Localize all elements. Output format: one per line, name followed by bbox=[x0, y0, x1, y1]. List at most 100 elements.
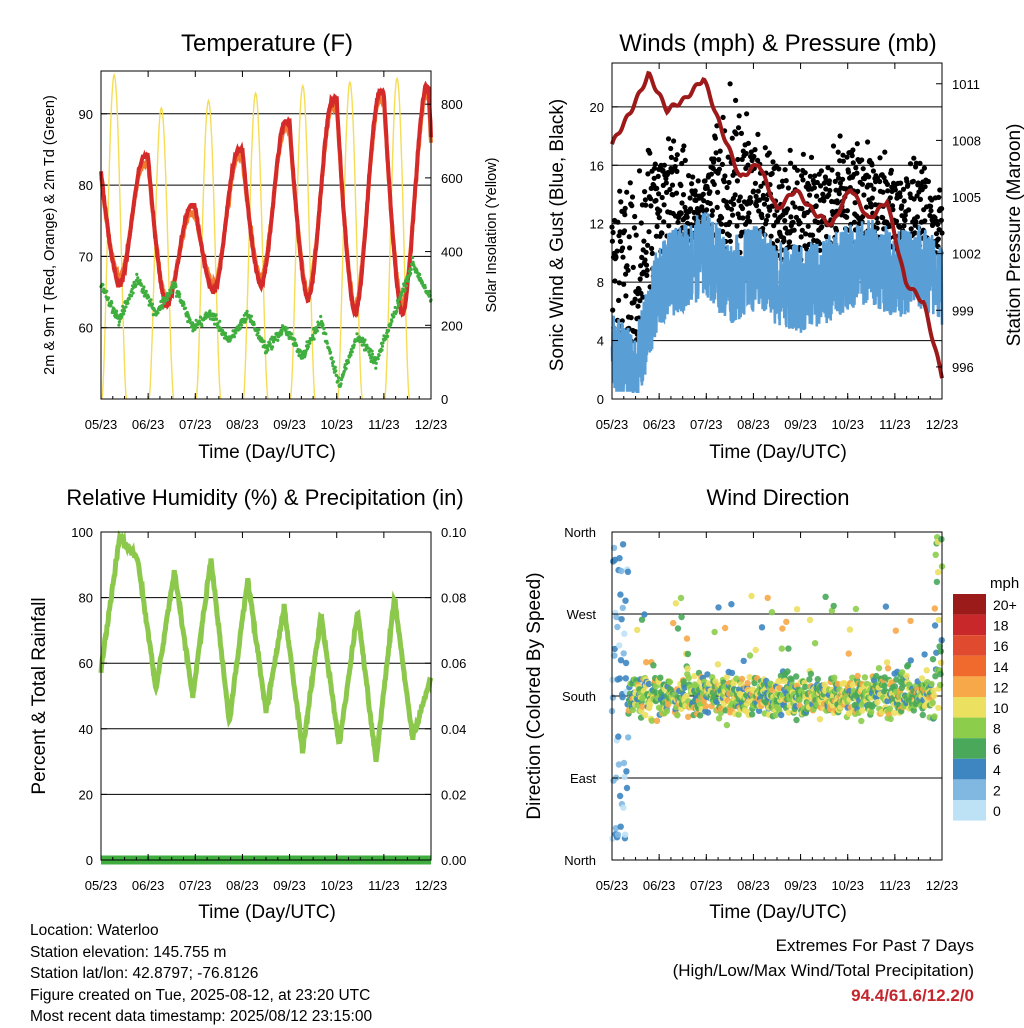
direction-point bbox=[618, 567, 625, 575]
dewpoint-point bbox=[402, 284, 406, 288]
gust-point bbox=[743, 150, 749, 157]
direction-point bbox=[622, 675, 629, 682]
gust-point bbox=[881, 174, 887, 181]
dewpoint-point bbox=[365, 343, 369, 347]
dewpoint-point bbox=[223, 331, 228, 335]
gust-point bbox=[642, 257, 648, 263]
gust-point bbox=[762, 145, 768, 151]
dewpoint-point bbox=[331, 364, 335, 368]
gust-point bbox=[621, 228, 628, 234]
gust-point bbox=[721, 179, 727, 185]
winds-title: Winds (mph) & Pressure (mb) bbox=[619, 30, 936, 57]
gust-point bbox=[819, 224, 825, 230]
gust-point bbox=[829, 167, 835, 173]
gust-point bbox=[797, 220, 803, 226]
gust-point bbox=[701, 198, 707, 204]
dewpoint-point bbox=[276, 338, 280, 342]
direction-x-label: Time (Day/UTC) bbox=[709, 902, 847, 923]
gust-point bbox=[850, 160, 856, 166]
direction-point bbox=[816, 716, 824, 723]
gust-point bbox=[764, 196, 770, 203]
direction-point bbox=[638, 616, 646, 623]
direction-point bbox=[887, 715, 894, 723]
winds-y2-tick-label: 1008 bbox=[952, 133, 981, 148]
direction-point bbox=[621, 773, 628, 781]
winds-x-tick-label: 06/23 bbox=[643, 417, 676, 432]
gust-point bbox=[782, 225, 789, 231]
gust-point bbox=[776, 166, 782, 172]
direction-point bbox=[806, 676, 813, 683]
winds-y2-tick-label: 1011 bbox=[952, 77, 980, 92]
direction-point bbox=[845, 650, 852, 657]
gust-point bbox=[788, 160, 794, 166]
winds-y2-tick-label: 1002 bbox=[952, 247, 981, 262]
direction-point bbox=[622, 659, 630, 667]
dewpoint-point bbox=[239, 323, 244, 327]
gust-point bbox=[616, 297, 622, 303]
direction-y-tick-label: North bbox=[564, 525, 596, 540]
dewpoint-point bbox=[319, 314, 323, 319]
direction-point bbox=[634, 626, 641, 634]
gust-point bbox=[853, 165, 859, 171]
speed-legend-label: 16 bbox=[993, 638, 1009, 654]
dewpoint-point bbox=[363, 338, 367, 342]
dewpoint-point bbox=[252, 322, 256, 326]
gust-point bbox=[623, 293, 629, 299]
gust-point bbox=[632, 296, 638, 302]
figure-created: Figure created on Tue, 2025-08-12, at 23… bbox=[30, 986, 371, 1004]
winds-y-label-left: Sonic Wind & Gust (Blue, Black) bbox=[547, 99, 568, 371]
direction-point bbox=[806, 616, 814, 624]
direction-point bbox=[744, 680, 751, 687]
direction-point bbox=[886, 705, 893, 712]
gust-point bbox=[788, 214, 794, 220]
dewpoint-point bbox=[232, 335, 236, 339]
temperature-y2-tick-label: 0 bbox=[441, 392, 448, 407]
gust-point bbox=[935, 221, 941, 227]
gust-point bbox=[790, 219, 796, 225]
dewpoint-point bbox=[350, 350, 354, 354]
direction-point bbox=[663, 707, 671, 715]
direction-point bbox=[882, 603, 890, 610]
dewpoint-point bbox=[266, 348, 270, 352]
dewpoint-point bbox=[106, 296, 111, 300]
gust-point bbox=[620, 254, 626, 260]
direction-point bbox=[616, 675, 623, 682]
direction-point bbox=[614, 623, 621, 631]
gust-point bbox=[747, 195, 753, 201]
dewpoint-point bbox=[306, 345, 310, 349]
direction-point bbox=[717, 709, 725, 717]
temperature-x-tick-label: 09/23 bbox=[273, 417, 306, 432]
gust-point bbox=[907, 161, 914, 167]
gust-point bbox=[733, 131, 739, 137]
dewpoint-point bbox=[178, 292, 182, 296]
direction-point bbox=[931, 622, 939, 629]
gust-point bbox=[730, 212, 736, 218]
direction-point bbox=[617, 657, 625, 664]
station-latlon: Station lat/lon: 42.8797; -76.8126 bbox=[30, 965, 259, 982]
sonic-wind-line bbox=[610, 212, 944, 394]
solar-insolation-line bbox=[148, 106, 175, 400]
gust-point bbox=[637, 276, 643, 282]
gust-point bbox=[861, 192, 867, 198]
humidity-y2-tick-label: 0.04 bbox=[441, 722, 466, 737]
gust-point bbox=[630, 264, 636, 270]
direction-point bbox=[834, 680, 842, 688]
gust-point bbox=[760, 192, 767, 199]
dewpoint-point bbox=[139, 283, 144, 287]
speed-legend-label: 20+ bbox=[993, 597, 1017, 613]
gust-point bbox=[906, 207, 912, 213]
direction-point bbox=[938, 536, 945, 543]
direction-point bbox=[735, 711, 742, 718]
dewpoint-point bbox=[213, 322, 217, 326]
gust-point bbox=[629, 203, 635, 209]
gust-point bbox=[897, 193, 903, 200]
gust-point bbox=[719, 161, 726, 167]
gust-point bbox=[840, 176, 846, 182]
direction-point bbox=[884, 665, 892, 672]
gust-point bbox=[752, 147, 758, 153]
dewpoint-point bbox=[110, 301, 114, 305]
direction-point bbox=[854, 672, 861, 680]
gust-point bbox=[675, 219, 681, 225]
gust-point bbox=[656, 191, 662, 197]
gust-point bbox=[687, 195, 693, 201]
